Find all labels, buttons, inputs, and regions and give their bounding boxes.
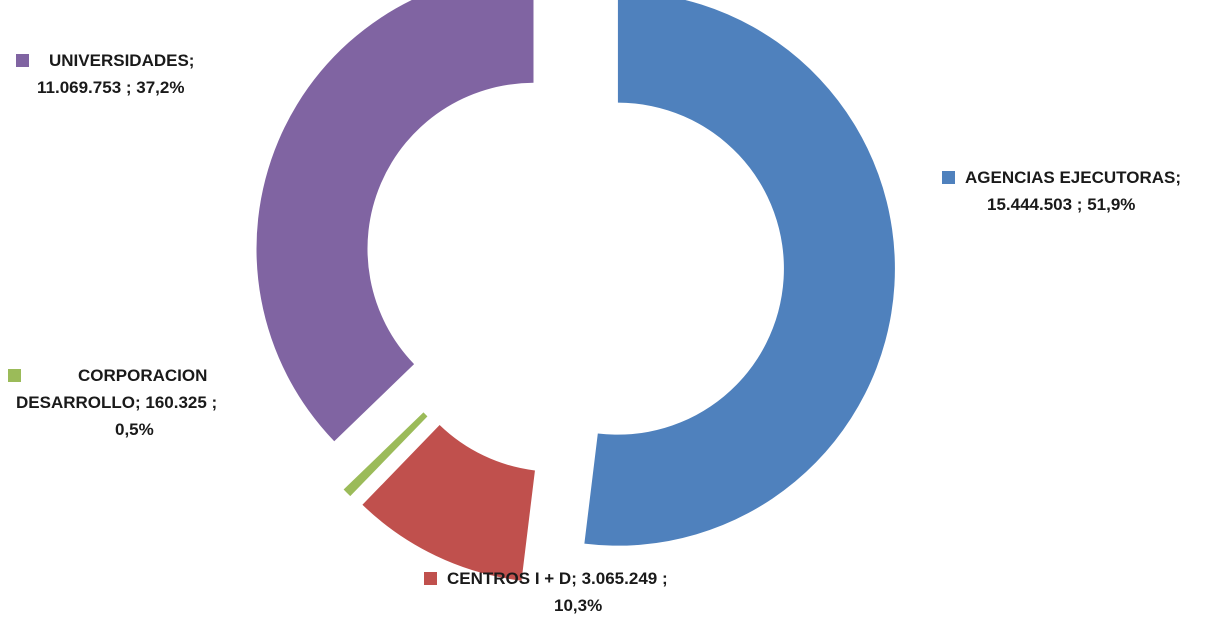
label-centros-line2: 10,3% — [554, 596, 603, 615]
label-corporacion-line3: 0,5% — [115, 420, 154, 439]
legend-swatch-agencias — [942, 171, 955, 184]
label-centros-line1: CENTROS I + D; 3.065.249 ; — [447, 569, 668, 588]
legend-swatch-universidades — [16, 54, 29, 67]
legend-swatch-corporacion — [8, 369, 21, 382]
data-label-centros-id: CENTROS I + D; 3.065.249 ; 10,3% — [424, 565, 668, 619]
label-agencias-line2: 15.444.503 ; 51,9% — [987, 195, 1136, 214]
label-universidades-line1: UNIVERSIDADES; — [49, 51, 195, 70]
slice-agencias-ejecutoras — [584, 0, 895, 546]
slice-centros-i-d — [362, 425, 535, 581]
slice-universidades — [256, 0, 534, 442]
label-corporacion-line2: DESARROLLO; 160.325 ; — [16, 393, 218, 412]
label-universidades-line2: 11.069.753 ; 37,2% — [37, 78, 185, 97]
data-label-agencias-ejecutoras: AGENCIAS EJECUTORAS; 15.444.503 ; 51,9% — [942, 164, 1181, 218]
legend-swatch-centros — [424, 572, 437, 585]
data-label-universidades: UNIVERSIDADES; 11.069.753 ; 37,2% — [16, 47, 194, 101]
label-agencias-line1: AGENCIAS EJECUTORAS; — [965, 168, 1181, 187]
data-label-corporacion-desarrollo: CORPORACION DESARROLLO; 160.325 ; 0,5% — [8, 362, 217, 443]
label-corporacion-line1: CORPORACION — [78, 366, 208, 385]
slice-corporacion-desarrollo — [343, 412, 428, 497]
